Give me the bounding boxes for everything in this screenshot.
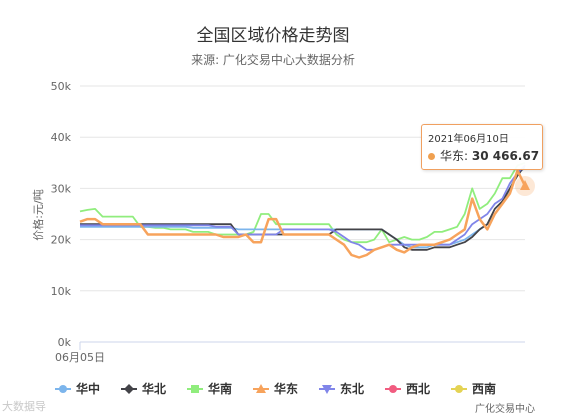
hover-markers: [515, 176, 535, 197]
legend-label: 华东: [274, 381, 298, 396]
legend-marker: [59, 385, 67, 393]
legend-item-西北[interactable]: 西北: [385, 381, 430, 396]
legend-label: 华中: [76, 381, 100, 396]
chart-credit[interactable]: 广化交易中心: [475, 402, 535, 415]
tooltip-date: 2021年06月10日: [428, 134, 509, 145]
legend-marker: [455, 385, 463, 393]
legend-marker: [191, 385, 199, 393]
y-tick-label: 20k: [51, 234, 72, 247]
chart-subtitle: 来源: 广化交易中心大数据分析: [191, 52, 355, 67]
tooltip-series-label: 华东:: [440, 149, 469, 163]
y-tick-label: 30k: [51, 182, 72, 195]
legend-marker: [389, 385, 397, 393]
tooltip-series-dot: [428, 153, 435, 160]
y-axis-ticks: 0k 10k 20k 30k 40k 50k: [51, 80, 72, 349]
x-tick-label: 06月05日: [55, 351, 105, 364]
gridlines: [80, 85, 525, 343]
legend-item-华东[interactable]: 华东: [253, 381, 298, 396]
hover-point-marker: [520, 180, 530, 191]
y-tick-label: 0k: [58, 336, 72, 349]
legend-marker: [124, 384, 134, 394]
series-line-华东: [79, 169, 527, 259]
y-tick-label: 50k: [51, 80, 72, 93]
tooltip-row: 华东: 30 466.67: [428, 147, 539, 164]
series-lines: [79, 161, 527, 259]
legend[interactable]: 华中 华北 华南 华东 东北 西北 西南: [55, 381, 496, 396]
tooltip-value: 30 466.67: [471, 149, 540, 163]
legend-item-华北[interactable]: 华北: [121, 381, 166, 396]
legend-item-华中[interactable]: 华中: [55, 381, 100, 396]
series-line-华北: [80, 164, 526, 251]
y-tick-label: 40k: [51, 131, 72, 144]
legend-label: 东北: [340, 381, 364, 396]
tooltip: 2021年06月10日 华东: 30 466.67: [421, 124, 543, 170]
legend-marker: [256, 384, 266, 393]
legend-item-华南[interactable]: 华南: [187, 381, 232, 396]
legend-item-西南[interactable]: 西南: [451, 381, 496, 396]
x-axis: 06月05日: [55, 342, 105, 364]
y-tick-label: 10k: [51, 285, 72, 298]
legend-label: 西南: [472, 381, 496, 396]
legend-item-东北[interactable]: 东北: [319, 381, 364, 396]
legend-label: 西北: [406, 381, 430, 396]
legend-marker: [322, 385, 332, 394]
legend-label: 华北: [142, 381, 166, 396]
y-axis-label: 价格:元/吨: [31, 189, 45, 240]
watermark: 大数据导: [2, 400, 46, 413]
series-line-东北: [80, 164, 526, 251]
legend-label: 华南: [208, 381, 232, 396]
chart-title: 全国区域价格走势图: [197, 26, 350, 46]
